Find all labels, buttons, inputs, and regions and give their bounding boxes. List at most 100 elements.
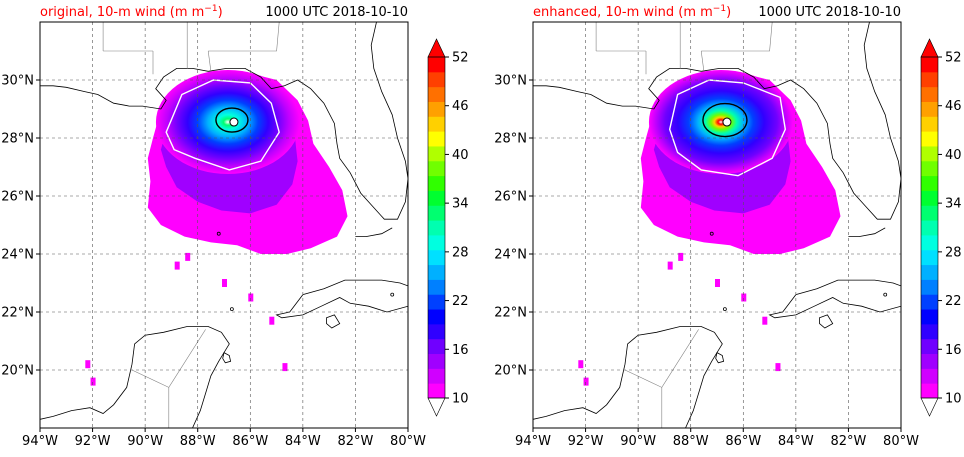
colorbar-segment — [921, 160, 938, 177]
colorbar-segment — [921, 234, 938, 251]
storm-eye — [229, 117, 239, 127]
colorbar-segment — [428, 383, 445, 399]
colorbar-segment — [921, 294, 938, 310]
colorbar-segment — [428, 323, 445, 340]
colorbar-tick-label: 52 — [945, 51, 962, 66]
gridlines — [533, 22, 901, 428]
border-line — [208, 22, 280, 52]
colorbar-segment — [428, 86, 445, 102]
x-tick-label: 84°W — [778, 434, 814, 449]
colorbar-segment — [921, 220, 938, 236]
wind-contour-black — [702, 102, 748, 138]
colorbar-segment — [921, 323, 938, 340]
colorbar-segment — [428, 234, 445, 251]
wind-contour-black — [215, 107, 249, 133]
colorbar-segment — [428, 175, 445, 191]
wind-cell — [667, 261, 673, 270]
border-line — [168, 329, 206, 388]
x-tick-label: 86°W — [232, 434, 268, 449]
wind-cell — [678, 252, 684, 261]
colorbar-tick-label: 34 — [945, 197, 962, 212]
colorbar-segment — [428, 368, 445, 384]
colorbar-segment — [921, 353, 938, 369]
y-tick-label: 28°N — [494, 132, 527, 147]
colorbar-extend-max — [920, 38, 939, 58]
colorbar-segment — [921, 279, 938, 295]
colorbar-segment — [921, 249, 938, 266]
small-island — [390, 292, 395, 297]
border-line — [701, 22, 773, 52]
colorbar-segment — [921, 383, 938, 399]
colorbar-segment — [921, 264, 938, 280]
storm-eye — [722, 117, 732, 127]
small-island — [883, 292, 888, 297]
border-line — [700, 50, 705, 72]
colorbar-segment — [428, 294, 445, 310]
y-tick-label: 24°N — [1, 248, 34, 263]
panel-title-left: original, 10-m wind (m m−1) — [40, 4, 223, 20]
wind-cell — [715, 279, 720, 287]
border-line — [624, 369, 663, 428]
colorbar-tick-label: 10 — [945, 392, 962, 407]
colorbar-segment — [428, 57, 445, 73]
colorbar-segment — [921, 338, 938, 355]
coastlines — [533, 22, 901, 428]
cozumel-coast — [715, 351, 725, 364]
colorbar-segment — [921, 57, 938, 73]
wind-cell — [269, 316, 275, 325]
florida-keys — [848, 227, 886, 237]
colorbar: 10 16 22 28 34 40 46 52 — [920, 38, 962, 417]
colorbar-tick-label: 28 — [945, 245, 962, 260]
colorbar-tick-label: 22 — [945, 294, 962, 309]
y-tick-label: 22°N — [494, 306, 527, 321]
border-line — [661, 329, 699, 388]
colorbar-tick-label: 28 — [452, 245, 469, 260]
us-gulf-coast — [533, 22, 901, 220]
panel-title-right: 1000 UTC 2018-10-10 — [758, 5, 901, 20]
y-tick-label: 20°N — [1, 364, 34, 379]
colorbar-segment — [428, 264, 445, 280]
map-frame — [39, 21, 409, 429]
cuba-coast — [275, 279, 408, 319]
x-tick-label: 92°W — [568, 434, 604, 449]
wind-cell — [741, 293, 747, 302]
x-tick-label: 94°W — [22, 434, 58, 449]
y-tick-label: 20°N — [494, 364, 527, 379]
x-tick-label: 80°W — [883, 434, 919, 449]
map-panel-enhanced: 94°W 92°W 90°W 88°W 86°W 84°W 82°W 80°W 20°N 22°N… — [494, 4, 961, 449]
colorbar-tick-label: 16 — [945, 343, 962, 358]
y-tick-label: 26°N — [494, 190, 527, 205]
wind-contour-white — [668, 79, 787, 177]
x-tick-label: 92°W — [75, 434, 111, 449]
us-gulf-coast — [40, 22, 408, 220]
colorbar-segment — [428, 279, 445, 295]
colorbar-segment — [428, 309, 445, 325]
wind-cell — [222, 279, 227, 287]
colorbar-tick-label: 40 — [945, 148, 962, 163]
yucatan-coast — [533, 326, 723, 428]
colorbar-tick-label: 46 — [945, 99, 962, 114]
wind-cell — [248, 293, 254, 302]
colorbar-tick-label: 10 — [452, 392, 469, 407]
colorbar-segment — [428, 116, 445, 132]
map-panel-original: 94°W 92°W 90°W 88°W 86°W 84°W 82°W 80°W 20°N 22°N… — [1, 4, 468, 449]
colorbar-segment — [428, 249, 445, 266]
small-island — [709, 231, 714, 236]
wind-cell — [762, 316, 768, 325]
colorbar-segment — [428, 205, 445, 221]
florida-keys — [355, 227, 393, 237]
x-tick-label: 94°W — [515, 434, 551, 449]
colorbar-segment — [921, 309, 938, 325]
x-tick-label: 80°W — [390, 434, 426, 449]
cuba-coast — [768, 279, 901, 319]
y-tick-label: 22°N — [1, 306, 34, 321]
colorbar-segment — [921, 86, 938, 102]
colorbar-segment — [921, 368, 938, 384]
wind-swath — [578, 70, 841, 386]
colorbar-segment — [921, 101, 938, 117]
wind-cell — [282, 363, 288, 372]
isla-juventud-coast — [326, 314, 341, 329]
colorbar-frame — [920, 56, 939, 399]
colorbar-tick-label: 52 — [452, 51, 469, 66]
